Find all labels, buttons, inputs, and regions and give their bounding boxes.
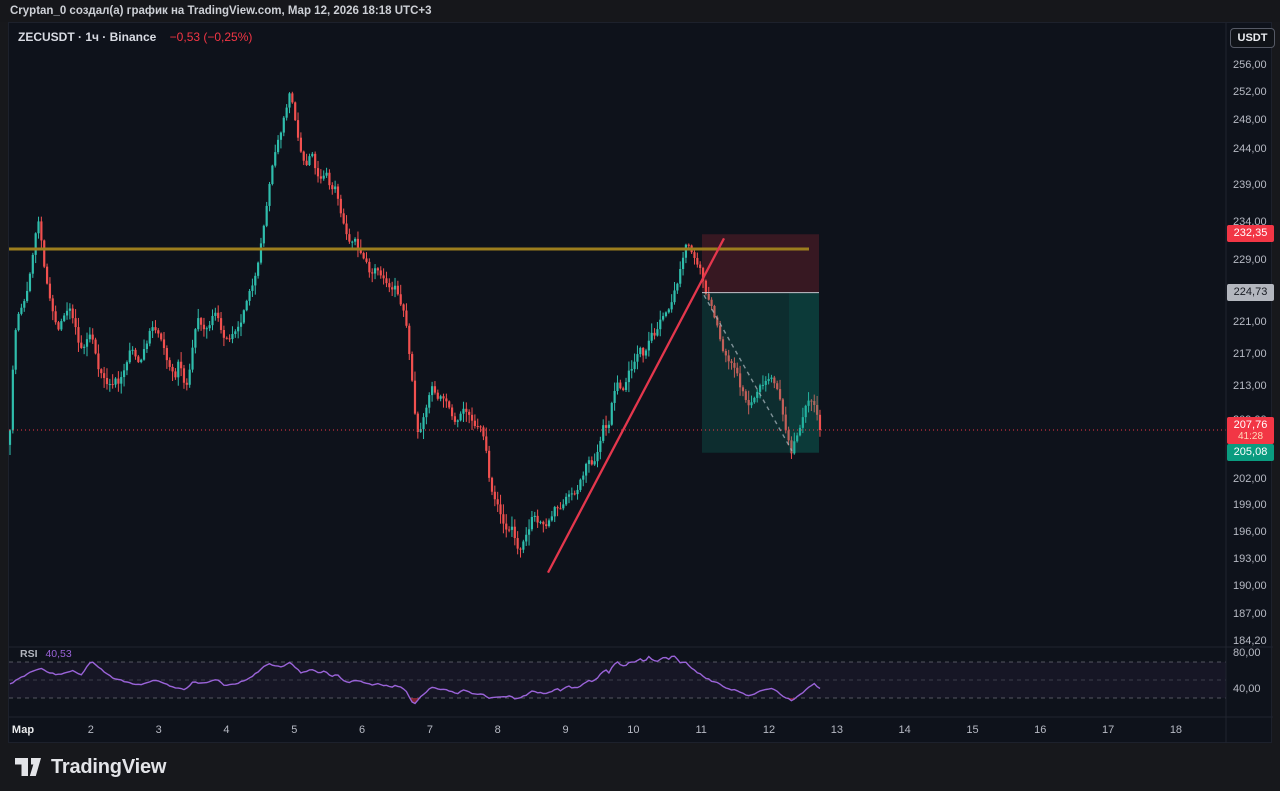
- time-axis-label: Мар: [11, 724, 35, 736]
- price-tick-label: 193,00: [1233, 552, 1267, 565]
- symbol-title: ZECUSDT · 1ч · Binance: [18, 30, 157, 44]
- price-tick-label: 196,00: [1233, 525, 1267, 538]
- price-tick-label: 244,00: [1233, 142, 1267, 155]
- price-tick-label: 229,00: [1233, 253, 1267, 266]
- time-axis-label: 15: [966, 724, 979, 736]
- time-axis-label: 10: [627, 724, 640, 736]
- target-price-label: 205,08: [1227, 443, 1274, 461]
- price-tick-label: 221,00: [1233, 315, 1267, 328]
- rsi-tick-label: 80,00: [1233, 647, 1261, 659]
- chart-canvas[interactable]: [9, 23, 1273, 744]
- stop-price-label: 232,35: [1227, 225, 1274, 243]
- current-price-label: 207,76 41:28: [1227, 417, 1274, 444]
- rsi-label: RSI: [20, 648, 38, 660]
- time-axis-label: 4: [223, 724, 230, 736]
- price-tick-label: 239,00: [1233, 178, 1267, 191]
- attribution-text: Cryptan_0 создал(а) график на TradingVie…: [10, 5, 432, 17]
- price-tick-label: 252,00: [1233, 86, 1267, 99]
- price-tick-label: 199,00: [1233, 499, 1267, 512]
- time-axis-label: 17: [1101, 724, 1115, 736]
- price-tick-label: 256,00: [1233, 58, 1267, 71]
- time-axis-label: 6: [359, 724, 366, 736]
- price-tick-label: 248,00: [1233, 114, 1267, 127]
- time-axis-label: 12: [762, 724, 776, 736]
- time-axis-label: 9: [562, 724, 569, 736]
- time-axis-label: 2: [87, 724, 94, 736]
- price-tick-label: 213,00: [1233, 380, 1267, 393]
- currency-toggle-button[interactable]: USDT: [1230, 28, 1275, 48]
- price-tick-label: 234,00: [1233, 215, 1267, 228]
- rsi-tick-label: 40,00: [1233, 683, 1261, 695]
- price-tick-label: 217,00: [1233, 347, 1267, 360]
- attribution-bar: Cryptan_0 создал(а) график на TradingVie…: [0, 0, 1280, 22]
- candles: [9, 91, 822, 558]
- price-tick-label: 190,00: [1233, 580, 1267, 593]
- price-tick-label: 184,20: [1233, 634, 1267, 647]
- time-axis-label: 7: [426, 724, 433, 736]
- time-axis-label: 16: [1034, 724, 1047, 736]
- time-axis-label: 18: [1169, 724, 1183, 736]
- rsi-value: 40,53: [45, 648, 72, 660]
- time-axis-label: 8: [494, 724, 501, 736]
- time-axis-label: 11: [695, 724, 707, 736]
- tradingview-wordmark: TradingView: [51, 755, 167, 778]
- entry-price-label: 224,73: [1227, 283, 1274, 301]
- chart-widget[interactable]: ZECUSDT · 1ч · Binance −0,53 (−0,25%) RS…: [8, 22, 1275, 744]
- time-axis-label: 3: [155, 724, 162, 736]
- time-axis-label: 5: [291, 724, 298, 736]
- price-tick-label: 202,00: [1233, 473, 1267, 486]
- time-axis-label: 14: [898, 724, 911, 736]
- symbol-change: −0,53 (−0,25%): [169, 30, 253, 44]
- rsi-legend: RSI 40,53: [20, 648, 72, 660]
- price-tick-label: 187,00: [1233, 608, 1267, 621]
- footer: TradingView: [0, 743, 1280, 791]
- symbol-legend: ZECUSDT · 1ч · Binance −0,53 (−0,25%): [18, 30, 252, 44]
- tradingview-logo-icon: [15, 758, 41, 776]
- time-axis-label: 13: [830, 724, 843, 736]
